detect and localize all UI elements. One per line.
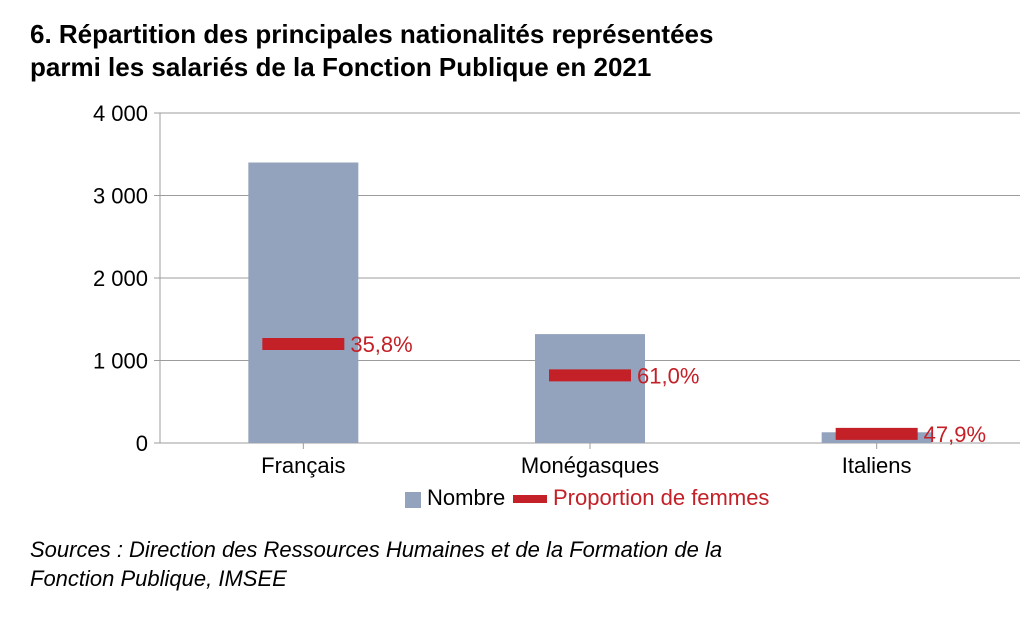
ytick-label: 4 000 bbox=[93, 101, 148, 126]
legend-label-proportion: Proportion de femmes bbox=[553, 485, 769, 510]
proportion-label: 61,0% bbox=[637, 363, 699, 388]
legend-label-nombre: Nombre bbox=[427, 485, 505, 510]
ytick-label: 1 000 bbox=[93, 349, 148, 374]
source-text: Sources : Direction des Ressources Humai… bbox=[30, 536, 990, 593]
title-line-2: parmi les salariés de la Fonction Publiq… bbox=[30, 52, 651, 82]
proportion-label: 35,8% bbox=[350, 332, 412, 357]
source-line-1: Sources : Direction des Ressources Humai… bbox=[30, 537, 722, 562]
source-line-2: Fonction Publique, IMSEE bbox=[30, 566, 287, 591]
title-line-1: 6. Répartition des principales nationali… bbox=[30, 19, 713, 49]
bar-chart-svg: 0 1 000 2 000 3 000 4 000 Français 35,8% Monéga… bbox=[70, 93, 1020, 523]
category-label: Italiens bbox=[842, 453, 912, 478]
chart-area: 0 1 000 2 000 3 000 4 000 Français 35,8% Monéga… bbox=[70, 93, 990, 528]
ytick-label: 2 000 bbox=[93, 266, 148, 291]
ytick-label: 0 bbox=[136, 431, 148, 456]
legend-swatch-bar bbox=[405, 492, 421, 508]
bar bbox=[248, 163, 358, 444]
category-label: Français bbox=[261, 453, 345, 478]
proportion-label: 47,9% bbox=[924, 422, 986, 447]
bar bbox=[535, 334, 645, 443]
chart-title: 6. Répartition des principales nationali… bbox=[30, 18, 990, 83]
category-label: Monégasques bbox=[521, 453, 659, 478]
ytick-label: 3 000 bbox=[93, 184, 148, 209]
